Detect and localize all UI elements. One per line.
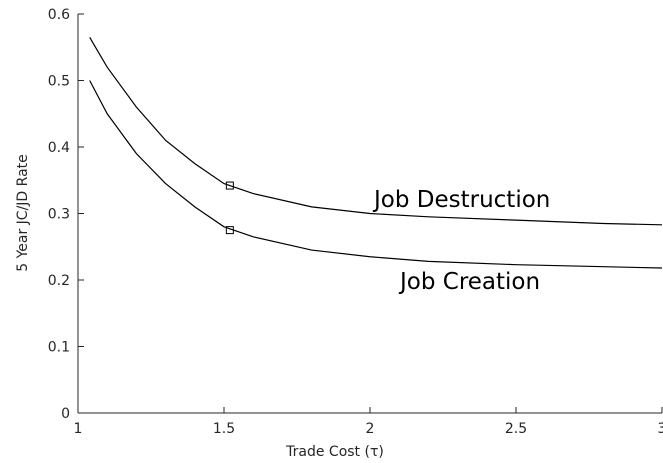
point-marker bbox=[225, 226, 234, 235]
series-label: Job Destruction bbox=[372, 187, 550, 213]
x-tick-label: 1 bbox=[74, 421, 83, 437]
x-tick-label: 2 bbox=[366, 421, 375, 437]
y-tick-label: 0.6 bbox=[48, 7, 70, 23]
x-tick-label: 3 bbox=[658, 421, 663, 437]
y-axis-label: 5 Year JC/JD Rate bbox=[15, 154, 31, 272]
y-tick-label: 0.5 bbox=[48, 74, 70, 90]
y-tick-label: 0.2 bbox=[48, 273, 70, 289]
y-tick-label: 0.4 bbox=[48, 140, 70, 156]
line-series bbox=[89, 80, 663, 269]
x-tick-label: 1.5 bbox=[213, 421, 235, 437]
y-tick-label: 0 bbox=[61, 406, 70, 422]
x-tick-label: 2.5 bbox=[505, 421, 527, 437]
y-tick-label: 0.1 bbox=[48, 340, 70, 356]
y-tick-label: 0.3 bbox=[48, 207, 70, 223]
point-marker bbox=[225, 181, 234, 190]
series-label: Job Creation bbox=[398, 269, 540, 295]
x-axis-label: Trade Cost (τ) bbox=[285, 444, 384, 460]
line-series bbox=[89, 36, 663, 226]
